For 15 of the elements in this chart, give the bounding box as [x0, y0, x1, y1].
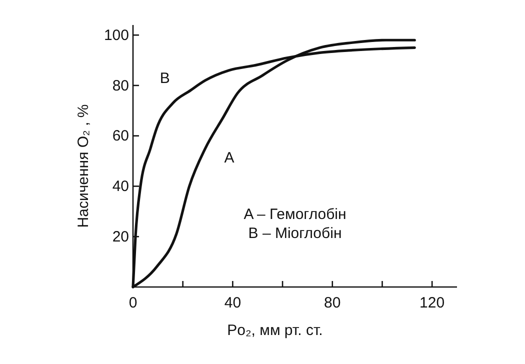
y-axis-title: Насичення O₂ , % [75, 104, 92, 228]
y-tick-label: 60 [112, 128, 129, 145]
y-tick-label: 20 [112, 228, 129, 246]
x-tick-label: 40 [224, 294, 242, 312]
x-axis-title: Po₂, мм рт. ст. [227, 322, 323, 339]
annotation: A – Гемоглобін [244, 206, 346, 223]
annotation: B – Міоглобін [248, 224, 342, 242]
x-tick-label: 120 [420, 294, 445, 312]
y-tick-label: 100 [104, 26, 129, 44]
series-label: A [224, 149, 234, 166]
y-tick-label: 40 [112, 178, 129, 196]
y-tick-label: 80 [112, 77, 129, 94]
series-label: B [160, 70, 170, 88]
x-tick-label: 0 [128, 294, 138, 312]
x-tick-label: 80 [324, 294, 341, 312]
